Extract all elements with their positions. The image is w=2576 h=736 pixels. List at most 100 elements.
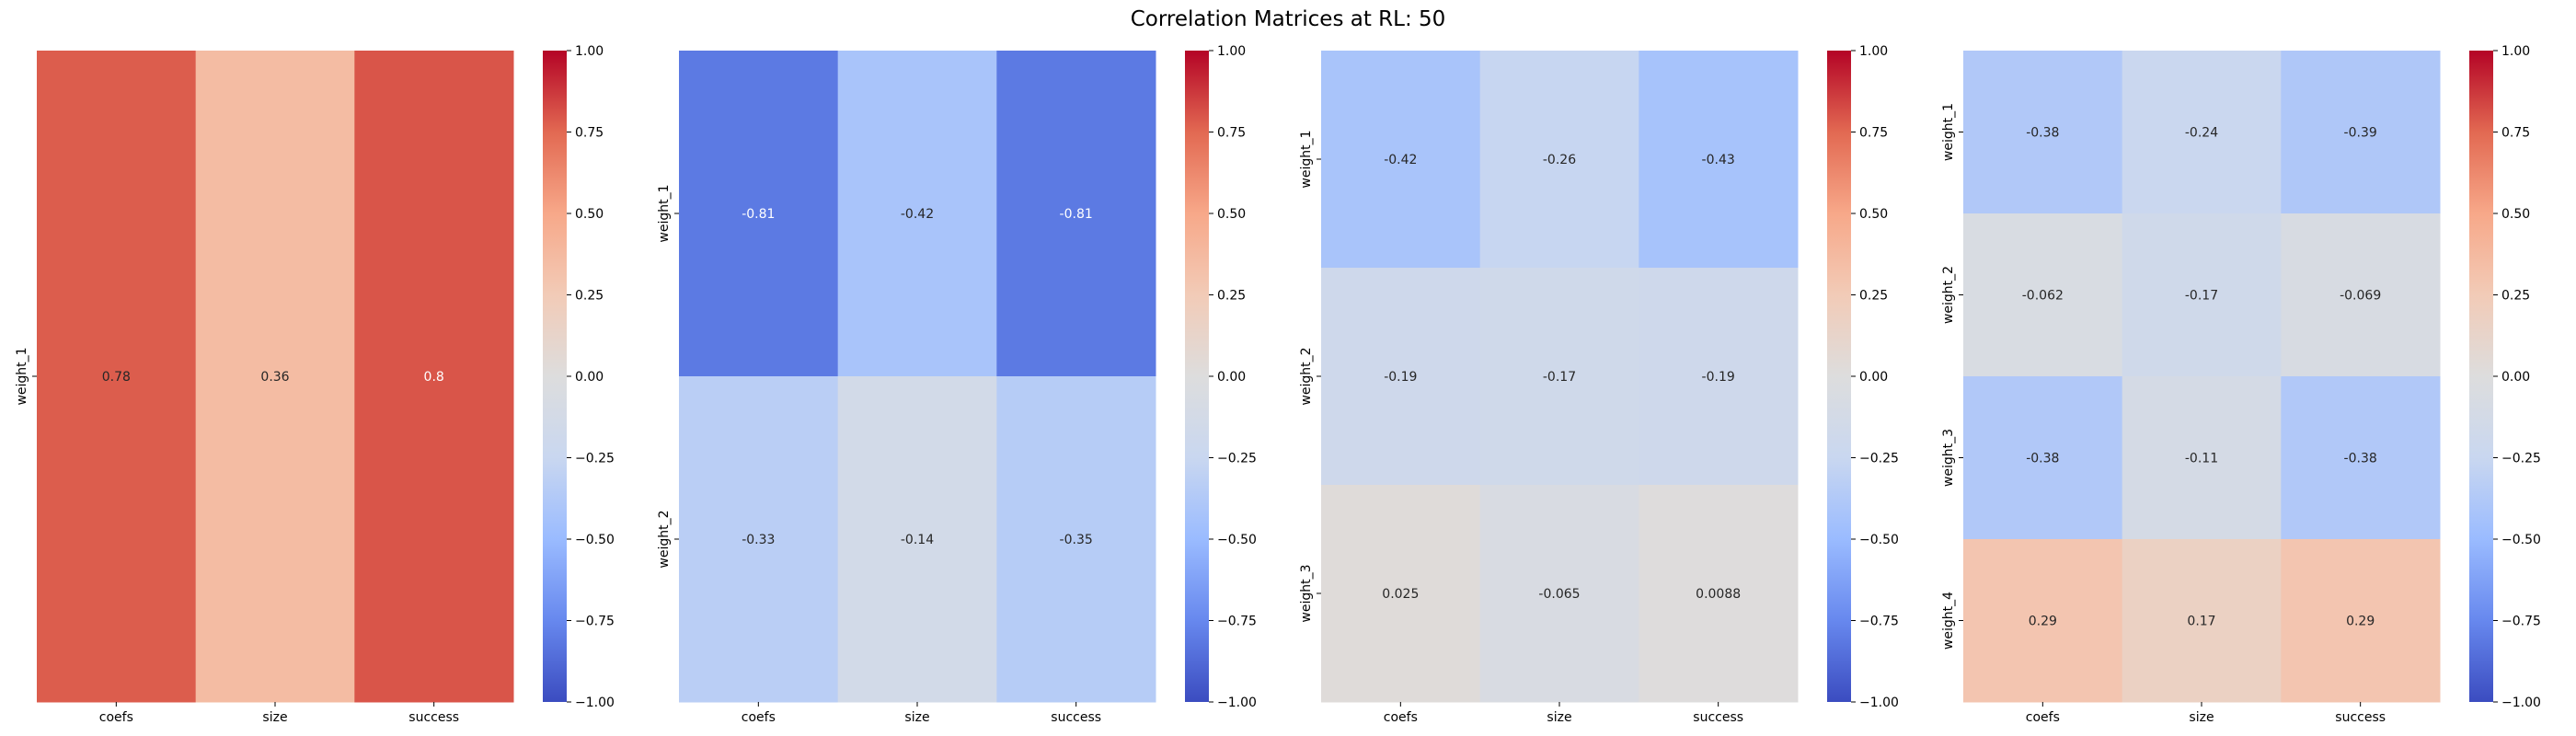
heatmap-2-y-tick-label: weight_2 [657,510,672,568]
colorbar-1-tick-label: 0.75 [575,126,604,141]
heatmap-2-cell [679,51,839,377]
colorbar-2-tick-label: −0.25 [1217,452,1257,466]
colorbar-2-tick-label: 1.00 [1217,44,1246,59]
heatmap-4-cell [2122,51,2282,214]
heatmap-4-cell [2281,376,2441,540]
heatmap-3-cell-label: 0.025 [1382,587,1419,602]
heatmap-1-cell-label: 0.8 [424,370,444,385]
colorbar-3-tick-label: 0.50 [1859,207,1888,222]
colorbar-4-tick-label: −1.00 [2501,696,2541,710]
colorbar-3-tick-label: −0.50 [1859,533,1899,547]
heatmap-4-x-tick-label: size [2189,710,2214,725]
colorbar-4-tick-label: 0.00 [2501,370,2530,385]
heatmap-4-cell [2281,51,2441,214]
colorbar-3 [1827,51,1851,702]
heatmap-3-cell [1479,485,1639,703]
heatmap-2-y-tick-label: weight_1 [657,184,672,242]
heatmap-4-cell [2122,213,2282,377]
colorbar-4-tick-label: −0.50 [2501,533,2541,547]
heatmap-3-cell-label: -0.43 [1702,153,1735,167]
heatmap-3-cell [1639,268,1799,486]
heatmap-4-cell [1963,376,2123,540]
heatmap-2-cell-label: -0.42 [901,207,934,222]
heatmap-3-cell [1479,268,1639,486]
colorbar-1-tick-label: 0.25 [575,289,604,304]
heatmap-1-cell-label: 0.36 [260,370,289,385]
colorbar-4 [2469,51,2493,702]
heatmap-3-cell-label: -0.065 [1538,587,1580,602]
heatmap-3-cell-label: 0.0088 [1696,587,1741,602]
heatmap-4-cell-label: -0.11 [2185,452,2218,466]
heatmap-2-cell [996,51,1156,377]
heatmap-1-cell [195,51,355,703]
heatmap-4-x-tick-label: success [2335,710,2386,725]
heatmap-4-cell-label: 0.29 [2029,615,2057,629]
colorbar-1-tick-label: −0.50 [575,533,615,547]
heatmap-3-cell [1479,51,1639,269]
heatmap-4-cell-label: -0.38 [2026,452,2059,466]
colorbar-3-tick-label: 1.00 [1859,44,1888,59]
heatmap-1-cell [354,51,514,703]
heatmap-2-cell-label: -0.81 [1060,207,1093,222]
colorbar-2-tick-label: 0.00 [1217,370,1246,385]
heatmap-3-y-tick-label: weight_2 [1299,347,1314,405]
heatmap-3-y-tick-label: weight_1 [1299,130,1314,188]
heatmap-3-cell [1321,51,1481,269]
heatmap-3-cell-label: -0.42 [1384,153,1417,167]
heatmap-4-cell [1963,539,2123,703]
heatmap-4-x-tick-label: coefs [2026,710,2060,725]
heatmap-4-cell-label: 0.17 [2187,615,2215,629]
colorbar-3-tick-label: −1.00 [1859,696,1899,710]
heatmap-1-x-tick-label: success [408,710,459,725]
colorbar-1-tick-label: 0.50 [575,207,604,222]
heatmap-2-cell-label: -0.35 [1060,533,1093,547]
heatmap-1-x-tick-label: coefs [99,710,133,725]
heatmap-2-cell [679,376,839,703]
heatmap-1-y-tick-label: weight_1 [15,347,29,405]
heatmap-2-x-tick-label: success [1051,710,1101,725]
colorbar-1-tick-label: −0.75 [575,615,615,629]
heatmap-4-cell-label: -0.38 [2026,126,2059,141]
colorbar-4-tick-label: −0.75 [2501,615,2541,629]
heatmap-3-y-tick-label: weight_3 [1299,564,1314,622]
heatmap-4-cell [2122,376,2282,540]
colorbar-1-tick-label: −1.00 [575,696,615,710]
heatmap-1-cell-label: 0.78 [102,370,131,385]
heatmap-3-x-tick-label: coefs [1384,710,1418,725]
colorbar-1 [543,51,567,702]
heatmap-4-y-tick-label: weight_1 [1941,103,1956,161]
heatmap-3-cell-label: -0.19 [1384,370,1417,385]
heatmap-3-x-tick-label: size [1547,710,1571,725]
heatmap-4-cell [2122,539,2282,703]
heatmap-1-cell [37,51,197,703]
colorbar-3-tick-label: 0.25 [1859,289,1888,304]
heatmap-4-cell-label: -0.062 [2022,289,2064,304]
heatmap-4-cell-label: -0.39 [2344,126,2377,141]
colorbar-2-tick-label: 0.50 [1217,207,1246,222]
heatmap-4-cell-label: -0.17 [2185,289,2218,304]
heatmap-4-cell-label: -0.24 [2185,126,2218,141]
colorbar-2-tick-label: −0.50 [1217,533,1257,547]
heatmap-2-x-tick-label: coefs [742,710,776,725]
heatmap-3-x-tick-label: success [1693,710,1743,725]
heatmap-3-cell [1321,485,1481,703]
heatmap-3-cell [1639,51,1799,269]
colorbar-1-tick-label: −0.25 [575,452,615,466]
heatmap-4-y-tick-label: weight_4 [1941,592,1956,650]
heatmap-2-x-tick-label: size [904,710,929,725]
colorbar-3-tick-label: −0.25 [1859,452,1899,466]
colorbar-2-tick-label: 0.75 [1217,126,1246,141]
colorbar-2-tick-label: −0.75 [1217,615,1257,629]
heatmap-3-cell [1639,485,1799,703]
colorbar-4-tick-label: 0.25 [2501,289,2530,304]
colorbar-1-tick-label: 0.00 [575,370,604,385]
heatmap-4-cell [1963,213,2123,377]
colorbar-4-tick-label: 0.75 [2501,126,2530,141]
heatmap-1-x-tick-label: size [262,710,287,725]
heatmap-4-cell-label: -0.38 [2344,452,2377,466]
colorbar-3-tick-label: 0.75 [1859,126,1888,141]
colorbar-4-tick-label: 0.50 [2501,207,2530,222]
colorbar-3-tick-label: 0.00 [1859,370,1888,385]
heatmap-2-cell [837,51,997,377]
